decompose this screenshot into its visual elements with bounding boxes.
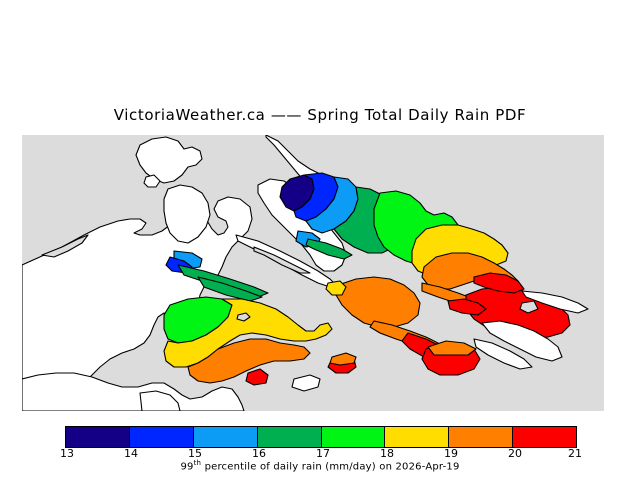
region-islet-small-orange-top-2[interactable] (427, 340, 477, 356)
region-islet-tiny-red[interactable] (245, 368, 269, 386)
map-canvas[interactable] (22, 135, 604, 411)
colorbar-segment-20-21[interactable] (513, 427, 576, 447)
land-strip-far-right (521, 290, 589, 314)
colorbar-ticks: 13 14 15 16 17 18 19 20 21 (60, 447, 582, 461)
region-islet-green-west-2[interactable] (197, 276, 263, 302)
colorbar-caption-superscript: th (193, 459, 202, 467)
colorbar-segment-19-20[interactable] (449, 427, 514, 447)
colorbar-caption: 99th percentile of daily rain (mm/day) o… (0, 459, 640, 472)
land-island-quadra (163, 184, 211, 244)
colorbar-segment-16-17[interactable] (257, 427, 322, 447)
colorbar[interactable] (65, 426, 577, 448)
land-vancouver-island-northwest (22, 196, 253, 404)
colorbar-segment-18-19[interactable] (385, 427, 450, 447)
land-inlet-detail-nw (41, 234, 89, 258)
colorbar-tick-5: 18 (380, 447, 394, 460)
colorbar-segments[interactable] (65, 426, 577, 448)
region-san-juan-red-arm[interactable] (447, 298, 487, 316)
region-gulf-orange-west[interactable] (335, 276, 421, 328)
colorbar-tick-3: 16 (252, 447, 266, 460)
land-olympic-islet (291, 374, 321, 392)
region-sw-yellow-hole (236, 312, 251, 322)
region-sw-yellow[interactable] (163, 298, 333, 368)
land-island-cortes (135, 136, 203, 184)
colorbar-caption-rest: percentile of daily rain (mm/day) on 202… (201, 461, 460, 473)
land-island-texada-inner (253, 246, 311, 274)
colorbar-tick-6: 19 (444, 447, 458, 460)
map-panel[interactable] (22, 135, 604, 411)
land-olympic-east (481, 320, 563, 362)
colorbar-tick-0: 13 (60, 447, 74, 460)
region-sw-orange[interactable] (187, 338, 311, 384)
region-islet-small-orange-top[interactable] (329, 352, 357, 366)
region-gulf-yellow-islet[interactable] (325, 280, 347, 296)
colorbar-segment-13-14[interactable] (66, 427, 130, 447)
colorbar-caption-prefix: 99 (180, 461, 194, 473)
colorbar-segment-17-18[interactable] (321, 427, 386, 447)
land-olympic-lobe (139, 390, 181, 411)
region-islet-green-west[interactable] (177, 264, 269, 298)
region-san-juan-hole (519, 300, 539, 314)
colorbar-segment-15-16[interactable] (193, 427, 258, 447)
colorbar-tick-4: 17 (316, 447, 330, 460)
land-island-small-nw (143, 174, 161, 188)
colorbar-tick-2: 15 (188, 447, 202, 460)
colorbar-segment-14-15[interactable] (129, 427, 194, 447)
region-san-juan-red-north[interactable] (473, 272, 525, 294)
land-olympic-east-2 (473, 338, 533, 370)
page-title: VictoriaWeather.ca —— Spring Total Daily… (113, 106, 527, 124)
land-olympic-peninsula (22, 372, 245, 411)
colorbar-tick-7: 20 (508, 447, 522, 460)
region-islet-green-mid[interactable] (305, 238, 353, 260)
colorbar-tick-1: 14 (124, 447, 138, 460)
colorbar-tick-8: 21 (568, 447, 582, 460)
